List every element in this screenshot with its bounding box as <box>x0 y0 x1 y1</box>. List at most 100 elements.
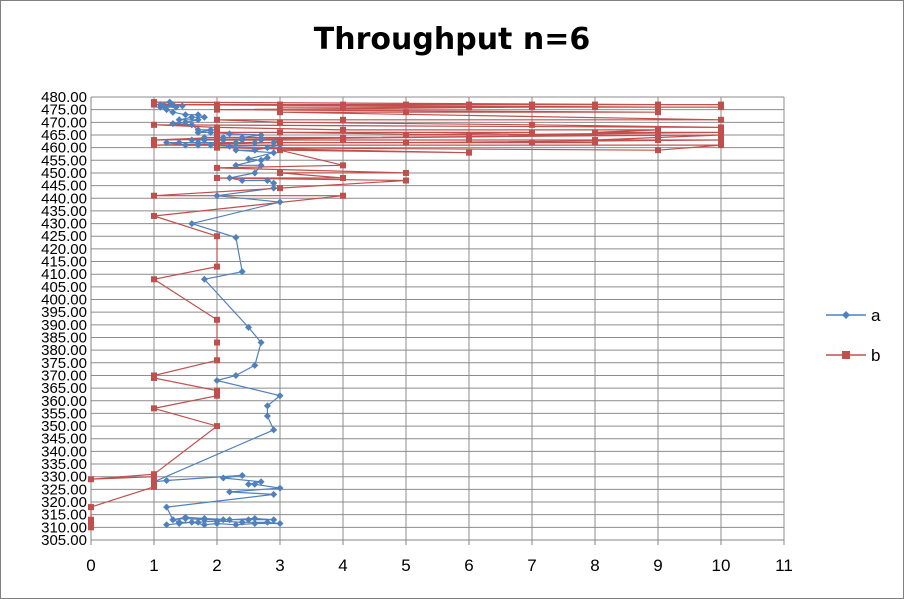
data-point-a <box>156 101 164 109</box>
data-point-a <box>188 518 196 526</box>
data-point-a <box>251 361 259 369</box>
data-point-b <box>214 423 220 430</box>
y-tick-label: 335.00 <box>41 456 87 473</box>
y-tick-label: 440.00 <box>41 190 87 207</box>
y-tick-label: 380.00 <box>41 342 87 359</box>
data-point-b <box>214 129 220 136</box>
grid-lines <box>91 96 785 541</box>
data-point-b <box>277 147 283 154</box>
y-tick-label: 325.00 <box>41 481 87 498</box>
tick-labels: 305.00310.00315.00320.00325.00330.00335.… <box>41 89 793 575</box>
data-point-a <box>251 480 259 488</box>
data-point-a <box>182 111 189 119</box>
data-point-a <box>207 126 215 134</box>
data-point-a <box>194 518 202 526</box>
data-point-a <box>163 139 171 147</box>
data-point-b <box>151 276 157 283</box>
data-point-b <box>214 357 220 364</box>
data-point-a <box>245 480 252 488</box>
y-tick-label: 390.00 <box>41 317 87 334</box>
data-point-b <box>592 101 598 108</box>
x-tick-label: 2 <box>212 556 221 575</box>
data-point-b <box>151 471 157 478</box>
data-point-a <box>188 136 196 144</box>
y-tick-label: 350.00 <box>41 418 87 435</box>
data-point-b <box>529 129 535 136</box>
y-tick-label: 345.00 <box>41 431 87 448</box>
x-tick-label: 1 <box>149 556 158 575</box>
data-point-a <box>257 478 265 486</box>
x-tick-label: 5 <box>401 556 410 575</box>
data-point-b <box>340 162 346 169</box>
data-point-b <box>592 137 598 144</box>
y-tick-label: 320.00 <box>41 494 87 511</box>
data-point-a <box>226 516 234 524</box>
data-point-a <box>200 113 208 121</box>
x-tick-label: 4 <box>338 556 347 575</box>
data-point-a <box>213 192 221 200</box>
data-point-b <box>151 121 157 128</box>
data-point-a <box>194 116 202 124</box>
y-tick-label: 415.00 <box>41 254 87 271</box>
data-point-a <box>251 139 259 147</box>
data-point-a <box>245 516 252 524</box>
data-point-a <box>232 371 240 379</box>
chart-title: Throughput n=6 <box>313 22 591 57</box>
legend-label-b: b <box>871 346 880 365</box>
data-point-b <box>214 164 220 171</box>
y-tick-label: 450.00 <box>41 165 87 182</box>
data-point-a <box>219 134 227 142</box>
y-tick-label: 315.00 <box>41 507 87 524</box>
data-point-b <box>592 129 598 136</box>
y-tick-label: 395.00 <box>41 304 87 321</box>
data-point-b <box>466 101 472 108</box>
data-point-a <box>263 144 271 152</box>
data-point-b <box>214 106 220 113</box>
data-point-a <box>219 474 227 482</box>
data-point-b <box>151 212 157 219</box>
data-point-a <box>182 141 189 149</box>
data-point-b <box>88 476 94 483</box>
data-point-b <box>340 192 346 199</box>
data-point-a <box>178 102 186 110</box>
data-point-b <box>214 316 220 323</box>
y-tick-label: 375.00 <box>41 355 87 372</box>
data-point-b <box>466 149 472 156</box>
data-point-a <box>207 141 215 149</box>
data-point-b <box>277 185 283 192</box>
data-point-a <box>232 233 240 241</box>
data-point-a <box>200 514 208 522</box>
data-point-a <box>238 177 246 185</box>
data-point-b <box>151 405 157 412</box>
legend-marker-b <box>842 351 850 359</box>
data-point-b <box>655 126 661 133</box>
data-point-a <box>213 377 221 385</box>
data-point-a <box>175 139 183 147</box>
data-point-a <box>200 134 208 142</box>
y-tick-label: 480.00 <box>41 89 87 106</box>
data-point-b <box>529 101 535 108</box>
data-point-b <box>655 131 661 138</box>
data-point-a <box>163 521 171 529</box>
data-point-a <box>166 98 174 106</box>
data-point-a <box>238 268 246 276</box>
data-point-b <box>655 137 661 144</box>
data-point-a <box>263 402 271 410</box>
data-point-a <box>251 169 259 177</box>
data-point-a <box>188 220 196 228</box>
data-point-b <box>403 101 409 108</box>
data-point-a <box>270 149 278 157</box>
y-tick-label: 435.00 <box>41 203 87 220</box>
data-point-b <box>214 101 220 108</box>
data-point-a <box>194 126 202 134</box>
data-point-a <box>175 518 183 526</box>
data-point-a <box>169 108 177 116</box>
data-point-a <box>245 155 252 163</box>
data-point-a <box>182 513 189 521</box>
data-point-a <box>226 174 234 182</box>
data-point-a <box>270 139 278 147</box>
y-tick-label: 455.00 <box>41 152 87 169</box>
data-point-b <box>214 263 220 270</box>
data-point-a <box>257 156 265 164</box>
